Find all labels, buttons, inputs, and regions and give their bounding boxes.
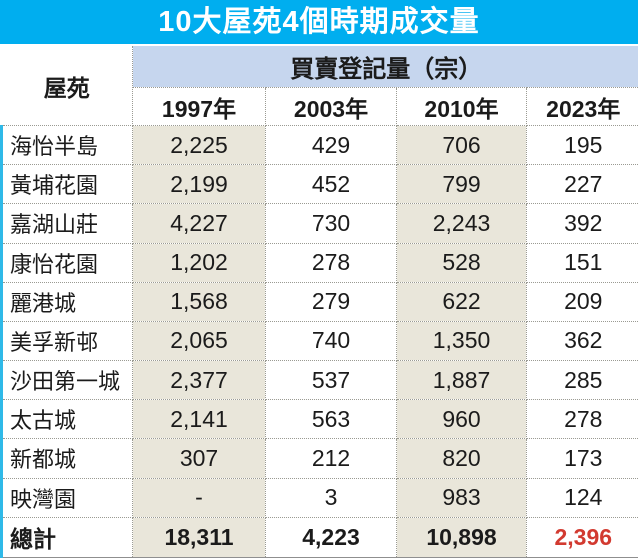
table-row: 黃埔花園 2,199 452 799 227 (0, 164, 638, 205)
value-2010: 528 (396, 242, 527, 283)
value-1997: 2,377 (132, 360, 266, 401)
table-row: 新都城 307 212 820 173 (0, 438, 638, 479)
year-header-2003: 2003年 (265, 87, 397, 126)
value-2010: 983 (396, 477, 527, 518)
table-row: 康怡花園 1,202 278 528 151 (0, 242, 638, 283)
estate-name: 沙田第一城 (0, 360, 133, 401)
value-1997: 2,141 (132, 399, 266, 440)
value-1997: 1,202 (132, 242, 266, 283)
group-header-row: 屋苑 買賣登記量（宗） (1, 46, 638, 126)
table-row: 嘉湖山莊 4,227 730 2,243 392 (0, 203, 638, 244)
estate-column-header: 屋苑 (1, 46, 133, 126)
value-2010: 799 (396, 164, 527, 205)
value-2023: 209 (526, 281, 638, 322)
total-label: 總計 (0, 516, 133, 558)
value-2003: 730 (265, 203, 397, 244)
value-2003: 452 (265, 164, 397, 205)
value-1997: 2,199 (132, 164, 266, 205)
value-2023: 362 (526, 320, 638, 362)
value-1997: 2,225 (132, 124, 266, 166)
group-header: 買賣登記量（宗） (132, 46, 638, 88)
title-bar: 10大屋苑4個時期成交量 (0, 0, 638, 44)
value-1997: 2,065 (132, 320, 266, 362)
value-2003: 537 (265, 360, 397, 401)
value-2003: 278 (265, 242, 397, 283)
value-2010: 1,887 (396, 360, 527, 401)
table-row: 海怡半島 2,225 429 706 195 (0, 124, 638, 166)
estate-name: 美孚新邨 (0, 320, 133, 362)
estate-name: 麗港城 (0, 281, 133, 322)
value-2003: 563 (265, 399, 397, 440)
value-2010: 2,243 (396, 203, 527, 244)
page-title: 10大屋苑4個時期成交量 (158, 5, 480, 38)
value-2003: 279 (265, 281, 397, 322)
year-header-row: 1997年 2003年 2010年 2023年 (2, 87, 638, 126)
value-2010: 1,350 (396, 320, 527, 362)
value-2023: 278 (526, 399, 638, 440)
value-2010: 706 (396, 124, 527, 166)
table-row: 沙田第一城 2,377 537 1,887 285 (0, 360, 638, 401)
estate-name: 映灣園 (0, 477, 133, 518)
value-2010: 960 (396, 399, 527, 440)
total-1997: 18,311 (132, 516, 266, 558)
total-2003: 4,223 (265, 516, 397, 558)
estate-name: 新都城 (0, 438, 133, 479)
value-2023: 227 (526, 164, 638, 205)
value-1997: 4,227 (132, 203, 266, 244)
year-header-1997: 1997年 (132, 87, 266, 126)
value-2023: 124 (526, 477, 638, 518)
estate-name: 海怡半島 (0, 124, 133, 166)
estate-name: 黃埔花園 (0, 164, 133, 205)
value-1997: 307 (132, 438, 266, 479)
value-2003: 740 (265, 320, 397, 362)
value-2003: 429 (265, 124, 397, 166)
table-row: 麗港城 1,568 279 622 209 (0, 281, 638, 322)
estate-name: 太古城 (0, 399, 133, 440)
table-row: 美孚新邨 2,065 740 1,350 362 (0, 320, 638, 362)
value-2023: 173 (526, 438, 638, 479)
value-2023: 285 (526, 360, 638, 401)
value-2023: 195 (526, 124, 638, 166)
table-row: 映灣園 - 3 983 124 (0, 477, 638, 518)
value-2023: 392 (526, 203, 638, 244)
table-row: 太古城 2,141 563 960 278 (0, 399, 638, 440)
total-2010: 10,898 (396, 516, 527, 558)
value-2010: 622 (396, 281, 527, 322)
estate-name: 康怡花園 (0, 242, 133, 283)
transactions-table: 屋苑 買賣登記量（宗） 1997年 2003年 2010年 2023年 海怡半島… (0, 46, 638, 558)
estate-name: 嘉湖山莊 (0, 203, 133, 244)
value-2010: 820 (396, 438, 527, 479)
value-2023: 151 (526, 242, 638, 283)
value-2003: 212 (265, 438, 397, 479)
total-2023: 2,396 (526, 516, 638, 558)
value-1997: 1,568 (132, 281, 266, 322)
value-2003: 3 (265, 477, 397, 518)
year-header-2023: 2023年 (526, 87, 638, 126)
year-header-2010: 2010年 (396, 87, 527, 126)
total-row: 總計 18,311 4,223 10,898 2,396 (0, 516, 638, 558)
value-1997: - (132, 477, 266, 518)
